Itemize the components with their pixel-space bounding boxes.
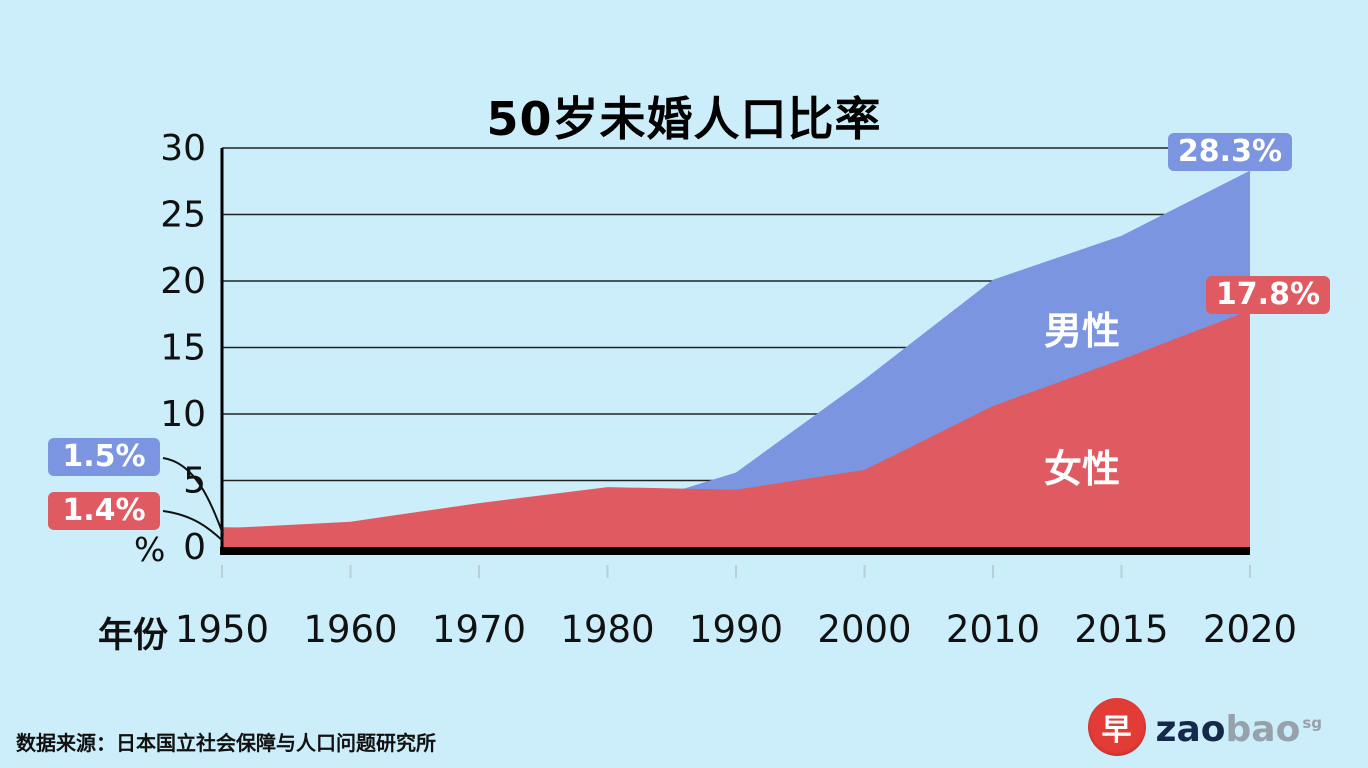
data-label-male-1950: 1.5% bbox=[48, 438, 160, 476]
zaobao-logo: 早 zaobao sg bbox=[1087, 694, 1322, 759]
y-tick-label: 15 bbox=[160, 328, 206, 369]
zaobao-logo-icon: 早 bbox=[1087, 697, 1146, 756]
x-tick-label: 1960 bbox=[303, 608, 397, 651]
x-tick-label: 1970 bbox=[432, 608, 526, 651]
y-tick-label: 0 bbox=[183, 527, 206, 568]
y-tick-label: 20 bbox=[160, 261, 206, 302]
logo-zao: zao bbox=[1155, 709, 1226, 750]
data-label-female-1950: 1.4% bbox=[48, 492, 160, 530]
y-tick-label: 10 bbox=[160, 394, 206, 435]
y-tick-label: 5 bbox=[183, 461, 206, 502]
y-tick-label: 25 bbox=[160, 195, 206, 236]
area-series bbox=[222, 310, 1250, 547]
data-source-note: 数据来源：日本国立社会保障与人口问题研究所 bbox=[16, 731, 436, 755]
logo-bao: bao bbox=[1225, 709, 1301, 750]
y-tick-label: 30 bbox=[160, 128, 206, 169]
x-tick-label: 2010 bbox=[946, 608, 1040, 651]
zaobao-logo-text: zaobao sg bbox=[1156, 694, 1322, 759]
x-tick-label: 2015 bbox=[1074, 608, 1168, 651]
series-label-female: 女性 bbox=[1044, 447, 1121, 491]
x-tick-label: 2020 bbox=[1203, 608, 1297, 651]
x-tick-label: 1990 bbox=[689, 608, 783, 651]
data-label-female-2020: 17.8% bbox=[1205, 276, 1330, 314]
x-axis-title: 年份 bbox=[98, 616, 169, 656]
x-tick-label: 1980 bbox=[560, 608, 654, 651]
logo-sg: sg bbox=[1302, 714, 1322, 732]
leader-line-female bbox=[162, 510, 224, 542]
y-axis-unit-label: % bbox=[134, 530, 166, 569]
x-tick-label: 1950 bbox=[175, 608, 269, 651]
data-label-male-2020: 28.3% bbox=[1167, 133, 1292, 171]
leader-line-male bbox=[162, 457, 224, 535]
x-tick-label: 2000 bbox=[817, 608, 911, 651]
chart-title: 50岁未婚人口比率 bbox=[486, 91, 882, 146]
series-label-male: 男性 bbox=[1044, 309, 1121, 353]
